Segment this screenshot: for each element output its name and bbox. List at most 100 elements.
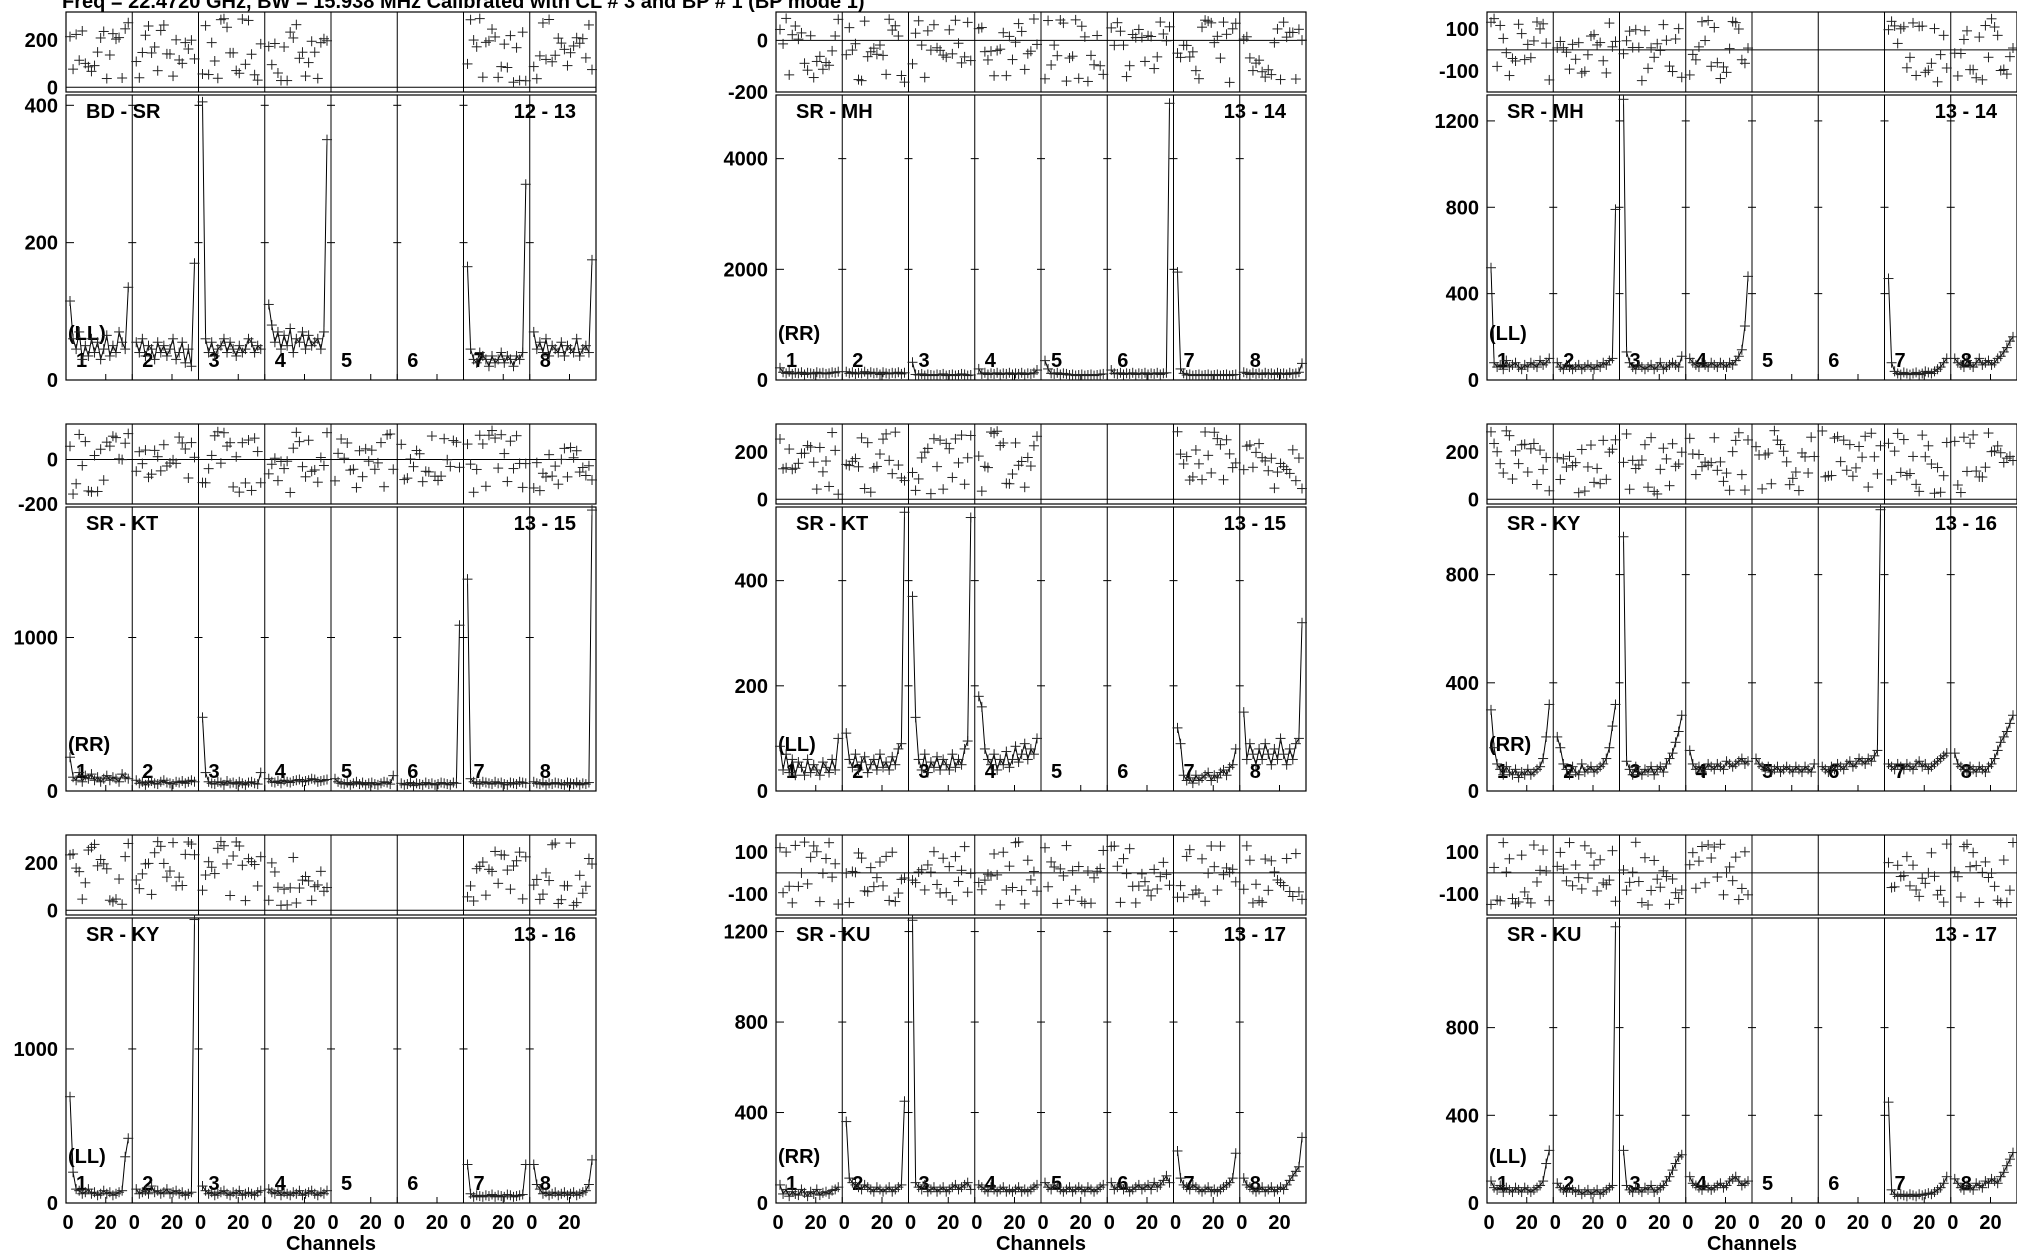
- subplot-number: 5: [1051, 1173, 1062, 1195]
- baseline-id-label: 12 - 13: [514, 101, 576, 123]
- x-axis-label: Channels: [286, 1233, 376, 1255]
- xtick-label: 20: [1202, 1212, 1224, 1234]
- xtick-label: 20: [1003, 1212, 1025, 1234]
- baseline-label: BD - SR: [86, 101, 161, 123]
- subplot-number: 5: [341, 761, 352, 783]
- amp-series: [135, 919, 195, 1196]
- amp-series: [533, 510, 593, 786]
- baseline-label: SR - KU: [796, 924, 870, 946]
- xtick-label: 0: [1236, 1212, 1247, 1234]
- amp-series: [845, 512, 905, 775]
- baseline-label: SR - MH: [796, 101, 873, 123]
- subplot-number: 2: [852, 350, 863, 372]
- baseline-label: SR - MH: [1507, 101, 1584, 123]
- amp-series: [1623, 536, 1683, 776]
- subplot-number: 1: [1497, 761, 1508, 783]
- subplot-number: 8: [1250, 761, 1261, 783]
- phase-ytick-label: 0: [47, 450, 58, 472]
- subplot-number: 4: [275, 350, 287, 372]
- subplot-number: 7: [1184, 761, 1195, 783]
- subplot-number: 8: [540, 761, 551, 783]
- amp-ytick-label: 4000: [724, 149, 769, 171]
- amp-series: [268, 139, 328, 353]
- polarization-label: (LL): [778, 734, 816, 756]
- xtick-label: 0: [772, 1212, 783, 1234]
- x-axis-label: Channels: [996, 1233, 1086, 1255]
- baseline-id-label: 13 - 16: [1935, 513, 1997, 535]
- polarization-label: (RR): [778, 323, 820, 345]
- subplot-number: 4: [985, 761, 997, 783]
- xtick-label: 0: [327, 1212, 338, 1234]
- subplot-number: 3: [919, 350, 930, 372]
- xtick-label: 0: [971, 1212, 982, 1234]
- xtick-label: 0: [460, 1212, 471, 1234]
- xtick-label: 20: [492, 1212, 514, 1234]
- amp-ytick-label: 800: [1446, 197, 1479, 219]
- subplot-number: 3: [209, 350, 220, 372]
- xtick-label: 20: [227, 1212, 249, 1234]
- amp-series: [1821, 509, 1881, 773]
- xtick-label: 20: [871, 1212, 893, 1234]
- subplot-number: 6: [1117, 1173, 1128, 1195]
- subplot-number: 3: [209, 1173, 220, 1195]
- subplot-number: 1: [76, 761, 87, 783]
- xtick-label: 20: [1136, 1212, 1158, 1234]
- amp-series: [1623, 99, 1683, 370]
- xtick-label: 0: [1170, 1212, 1181, 1234]
- subplot-number: 6: [1117, 761, 1128, 783]
- subplot-number: 2: [142, 350, 153, 372]
- subplot-number: 2: [852, 1173, 863, 1195]
- amp-ytick-label: 1200: [1435, 111, 1480, 133]
- xtick-label: 0: [526, 1212, 537, 1234]
- xtick-label: 20: [805, 1212, 827, 1234]
- subplot-number: 6: [407, 350, 418, 372]
- xtick-label: 0: [195, 1212, 206, 1234]
- subplot-number: 1: [76, 1173, 87, 1195]
- amp-ytick-label: 0: [757, 1193, 768, 1215]
- subplot-number: 1: [786, 761, 797, 783]
- subplot-number: 5: [1762, 350, 1773, 372]
- subplot-number: 2: [852, 761, 863, 783]
- subplot-number: 6: [407, 761, 418, 783]
- amp-series: [912, 517, 972, 773]
- baseline-id-label: 13 - 14: [1224, 101, 1287, 123]
- subplot-number: 7: [1895, 350, 1906, 372]
- xtick-label: 20: [161, 1212, 183, 1234]
- subplot-number: 4: [985, 350, 997, 372]
- figure-header: Freq = 22.4720 GHz, BW = 15.938 MHz Cali…: [62, 0, 865, 13]
- amp-ytick-label: 2000: [724, 259, 769, 281]
- phase-ytick-label: 100: [1446, 19, 1479, 41]
- phase-ytick-label: 200: [25, 30, 58, 52]
- amp-ytick-label: 400: [1446, 284, 1479, 306]
- phase-ytick-label: 0: [1468, 489, 1479, 511]
- amp-ytick-label: 800: [735, 1012, 768, 1034]
- xtick-label: 20: [360, 1212, 382, 1234]
- phase-ytick-label: 0: [757, 489, 768, 511]
- baseline-label: SR - KY: [86, 924, 160, 946]
- baseline-id-label: 13 - 14: [1935, 101, 1998, 123]
- subplot-number: 1: [786, 1173, 797, 1195]
- amp-ytick-label: 1000: [14, 1039, 59, 1061]
- amp-ytick-label: 0: [1468, 781, 1479, 803]
- subplot-number: 6: [1117, 350, 1128, 372]
- subplot-number: 7: [474, 350, 485, 372]
- subplot-number: 3: [919, 1173, 930, 1195]
- xtick-label: 0: [261, 1212, 272, 1234]
- subplot-number: 1: [76, 350, 87, 372]
- amp-ytick-label: 0: [757, 781, 768, 803]
- xtick-label: 0: [1037, 1212, 1048, 1234]
- subplot-number: 3: [209, 761, 220, 783]
- subplot-number: 2: [1563, 761, 1574, 783]
- panel-c2r2: 0 200 400 0 200 SR - KT 13 - 15 (LL) 1 2 3 4 5 6 7 8: [735, 423, 1307, 803]
- amp-ytick-label: 0: [47, 1193, 58, 1215]
- baseline-id-label: 13 - 15: [514, 513, 576, 535]
- subplot-number: 1: [786, 350, 797, 372]
- amp-series: [1110, 103, 1170, 376]
- subplot-number: 6: [1828, 350, 1839, 372]
- phase-ytick-label: 0: [757, 30, 768, 52]
- phase-ytick-label: 200: [1446, 442, 1479, 464]
- amp-series: [1556, 209, 1616, 370]
- polarization-label: (RR): [778, 1146, 820, 1168]
